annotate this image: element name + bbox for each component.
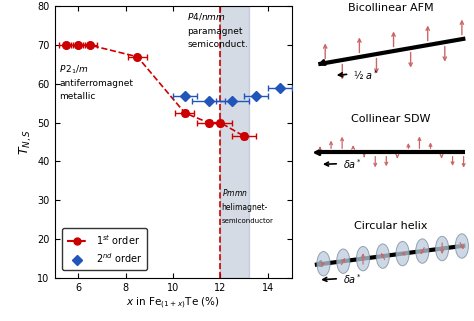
Text: helimagnet-: helimagnet- (222, 203, 268, 212)
Text: Circular helix: Circular helix (354, 221, 428, 231)
Text: semiconduct.: semiconduct. (187, 40, 248, 49)
Text: $\delta a^*$: $\delta a^*$ (343, 157, 362, 170)
Bar (220, 6, 249, 278)
Text: semiconductor: semiconductor (222, 218, 273, 224)
Circle shape (436, 236, 449, 261)
Y-axis label: $T_{N,S}$: $T_{N,S}$ (18, 129, 35, 155)
Text: $\delta a^*$: $\delta a^*$ (343, 272, 362, 285)
Circle shape (337, 249, 350, 273)
Text: Collinear SDW: Collinear SDW (351, 114, 431, 124)
Text: antiferromagnet: antiferromagnet (59, 79, 133, 88)
Circle shape (416, 239, 429, 263)
Text: $P\,2_1/m$: $P\,2_1/m$ (59, 63, 90, 76)
Circle shape (396, 241, 409, 266)
Circle shape (317, 252, 330, 276)
Circle shape (376, 244, 389, 268)
X-axis label: $x$ in Fe$_{(1+x)}$Te (%): $x$ in Fe$_{(1+x)}$Te (%) (126, 295, 220, 311)
Text: Bicollinear AFM: Bicollinear AFM (348, 3, 434, 13)
Text: metallic: metallic (59, 92, 96, 101)
Circle shape (356, 247, 370, 271)
Text: ½ $a^*$: ½ $a^*$ (353, 68, 378, 82)
Legend: 1$^{st}$ order, 2$^{nd}$ order: 1$^{st}$ order, 2$^{nd}$ order (62, 228, 147, 270)
Text: paramagnet: paramagnet (187, 27, 243, 36)
Text: $P4/nmm$: $P4/nmm$ (187, 12, 226, 22)
Circle shape (456, 234, 468, 258)
Text: $Pmmn$: $Pmmn$ (222, 187, 247, 198)
